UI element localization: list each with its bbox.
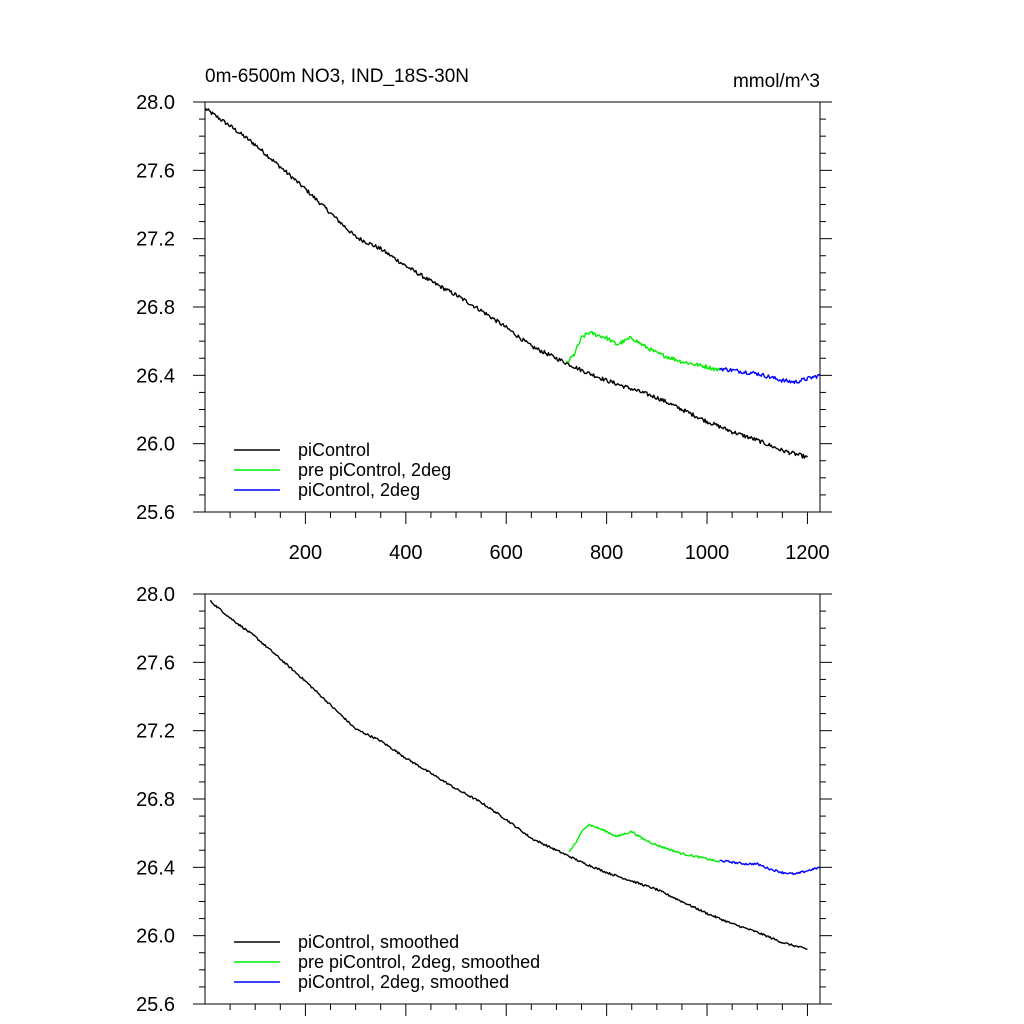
y-tick-label: 26.4 bbox=[136, 857, 175, 879]
legend-label: piControl bbox=[298, 440, 370, 460]
series-line bbox=[204, 107, 808, 459]
y-tick-label: 25.6 bbox=[136, 994, 175, 1016]
legend-label: piControl, 2deg bbox=[298, 480, 420, 500]
y-tick-label: 26.8 bbox=[136, 297, 175, 319]
y-tick-label: 26.8 bbox=[136, 789, 175, 811]
y-tick-label: 27.6 bbox=[136, 160, 175, 182]
legend-label: pre piControl, 2deg, smoothed bbox=[298, 952, 540, 972]
x-tick-label: 800 bbox=[590, 542, 623, 564]
x-tick-label: 400 bbox=[389, 542, 422, 564]
units-label: mmol/m^3 bbox=[733, 71, 820, 92]
figure-title: 0m-6500m NO3, IND_18S-30N bbox=[205, 66, 469, 87]
legend-label: piControl, smoothed bbox=[298, 932, 459, 952]
series-line bbox=[568, 823, 721, 863]
y-tick-label: 28.0 bbox=[136, 92, 175, 114]
y-tick-label: 27.6 bbox=[136, 652, 175, 674]
y-tick-label: 26.4 bbox=[136, 365, 175, 387]
y-tick-label: 27.2 bbox=[136, 721, 175, 743]
y-tick-label: 28.0 bbox=[136, 584, 175, 606]
x-tick-label: 1200 bbox=[785, 542, 830, 564]
series-line bbox=[719, 367, 821, 385]
y-tick-label: 26.0 bbox=[136, 434, 175, 456]
x-tick-label: 600 bbox=[490, 542, 523, 564]
y-tick-label: 26.0 bbox=[136, 926, 175, 948]
legend-label: pre piControl, 2deg bbox=[298, 460, 451, 480]
series-line bbox=[719, 859, 821, 876]
series-line bbox=[566, 330, 721, 372]
y-tick-label: 25.6 bbox=[136, 502, 175, 524]
y-tick-label: 27.2 bbox=[136, 229, 175, 251]
x-tick-label: 1000 bbox=[685, 542, 730, 564]
top-panel: 25.6 26.0 26.4 26.8 27.2 27.6 28.0 200 400 600 800… bbox=[136, 92, 832, 564]
legend-label: piControl, 2deg, smoothed bbox=[298, 972, 509, 992]
series-line bbox=[209, 600, 808, 950]
x-tick-label: 200 bbox=[289, 542, 322, 564]
bottom-panel: 25.6 26.0 26.4 26.8 27.2 27.6 28.0 piControl, s… bbox=[136, 584, 832, 1016]
